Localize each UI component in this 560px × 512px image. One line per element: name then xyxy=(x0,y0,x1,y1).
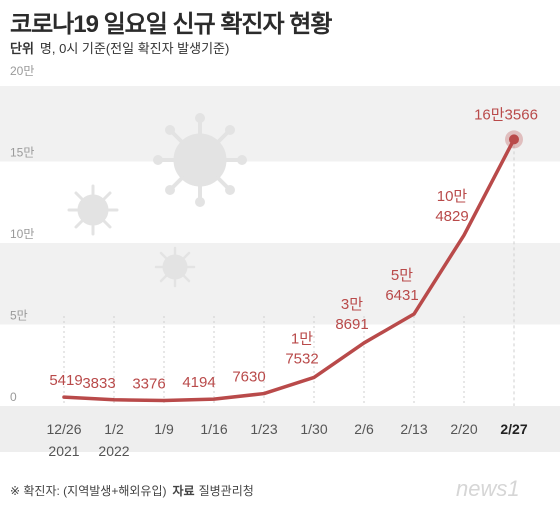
data-label: 1만 xyxy=(291,330,313,347)
x-tick-label: 1/2 xyxy=(104,421,124,437)
data-label: 7532 xyxy=(285,350,318,367)
y-axis-ticks: 0 5만 10만 15만 20만 xyxy=(10,64,34,404)
y-tick-label: 20만 xyxy=(10,64,34,78)
y-tick-label: 10만 xyxy=(10,227,34,241)
data-label: 6431 xyxy=(385,287,418,304)
x-tick-label: 2/27 xyxy=(500,421,527,437)
data-label: 4829 xyxy=(435,208,468,225)
data-label: 4194 xyxy=(182,374,215,391)
grid-band xyxy=(0,243,560,325)
series-line-group xyxy=(62,137,516,403)
footer: ※ 확진자: (지역발생+해외유입) 자료 질병관리청 xyxy=(10,482,254,499)
data-labels: 5419 3833 3376 4194 7630 1만 7532 3만 8691 5만 6431 10… xyxy=(49,106,538,392)
data-label: 7630 xyxy=(232,369,265,386)
data-label: 16만3566 xyxy=(474,106,538,123)
grid-band xyxy=(0,80,560,162)
source-label: 자료 xyxy=(172,484,195,498)
x-axis-ticks: 12/26 1/2 1/9 1/16 1/23 1/30 2/6 2/13 2/20 2/27 20… xyxy=(46,421,527,459)
x-tick-label: 1/23 xyxy=(250,421,277,437)
data-label: 3만 xyxy=(341,296,363,313)
x-year-label: 2021 xyxy=(48,443,79,459)
unit-label: 단위 xyxy=(10,41,34,56)
source-text: 질병관리청 xyxy=(198,484,254,498)
virus-decoration xyxy=(67,113,247,288)
x-grid-lines xyxy=(63,139,515,406)
y-tick-label: 5만 xyxy=(10,309,28,323)
footer-note: ※ 확진자: (지역발생+해외유입) xyxy=(10,484,167,498)
data-points xyxy=(505,130,523,149)
chart-title: 코로나19 일요일 신규 확진자 현황 xyxy=(10,11,332,38)
virus-icon xyxy=(154,246,196,288)
unit-text: 명, 0시 기준(전일 확진자 발생기준) xyxy=(39,41,230,56)
data-label: 3833 xyxy=(82,375,115,392)
virus-icon xyxy=(153,113,247,207)
x-tick-label: 1/30 xyxy=(300,421,327,437)
x-axis-band xyxy=(0,406,560,452)
data-point-highlight xyxy=(509,134,519,145)
x-tick-label: 2/6 xyxy=(354,421,374,437)
data-label: 8691 xyxy=(335,316,368,333)
data-label: 5419 xyxy=(49,372,82,389)
logo-wordmark: news1 xyxy=(456,476,520,501)
x-year-label: 2022 xyxy=(98,443,129,459)
x-tick-label: 1/9 xyxy=(154,421,174,437)
data-label: 10만 xyxy=(437,188,468,205)
data-label: 3376 xyxy=(132,375,165,392)
news1-logo: news1 xyxy=(456,476,520,501)
y-tick-label: 0 xyxy=(10,390,17,404)
x-tick-label: 2/20 xyxy=(450,421,477,437)
data-label: 5만 xyxy=(391,267,413,284)
x-tick-label: 2/13 xyxy=(400,421,427,437)
virus-icon xyxy=(67,184,119,236)
x-tick-label: 1/16 xyxy=(200,421,227,437)
series-line xyxy=(62,137,516,403)
x-tick-label: 12/26 xyxy=(46,421,81,437)
y-tick-label: 15만 xyxy=(10,146,34,160)
unit-description: 단위 명, 0시 기준(전일 확진자 발생기준) xyxy=(10,38,229,57)
background-bands xyxy=(0,80,560,452)
grid-band-cap xyxy=(0,80,560,86)
